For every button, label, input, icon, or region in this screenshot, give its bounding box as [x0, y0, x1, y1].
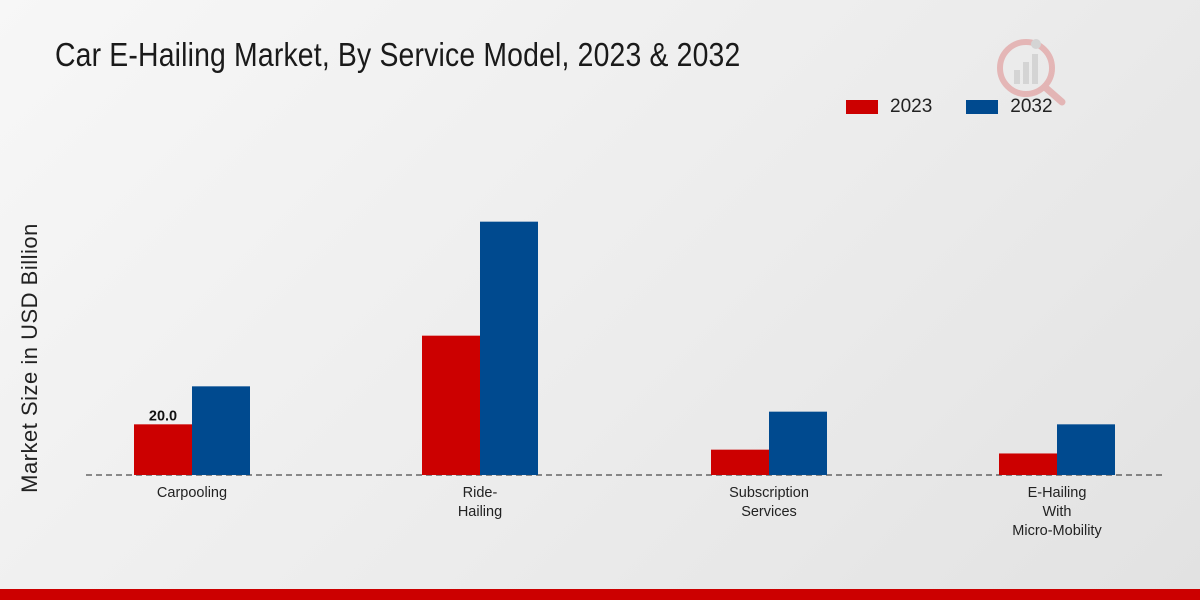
legend: 2023 2032	[846, 96, 1053, 118]
legend-item-2023: 2023	[846, 96, 932, 118]
bar-2023-3	[999, 453, 1057, 475]
legend-swatch-2032	[966, 100, 999, 114]
x-tick-label-1: Ride-Hailing	[458, 485, 502, 520]
x-tick-label-3: E-Hailing With Micro-Mobility	[1012, 485, 1102, 539]
data-labels-group: 20.0	[149, 408, 177, 424]
bar-2032-3	[1057, 424, 1115, 475]
x-tick-label-0: Carpooling	[157, 485, 227, 501]
legend-swatch-2023	[846, 100, 878, 114]
legend-item-2032: 2032	[966, 96, 1053, 118]
bar-2023-2	[711, 449, 769, 475]
x-tick-label-2: Subscription Services	[729, 485, 809, 520]
footer-bar	[0, 589, 1200, 600]
bar-2023-1	[422, 335, 480, 475]
bars-group	[134, 221, 1115, 475]
bar-2023-0	[134, 424, 192, 475]
legend-label-2032: 2032	[1010, 96, 1053, 117]
bar-2032-1	[480, 221, 538, 475]
bar-2032-0	[192, 386, 250, 475]
legend-label-2023: 2023	[890, 96, 933, 117]
tick-labels-group: Carpooling Ride-Hailing Subscription Servic…	[157, 485, 1103, 539]
bar-2032-2	[769, 411, 827, 475]
brand-logo-icon	[997, 39, 1066, 106]
chart-title: Car E-Hailing Market, By Service Model, …	[55, 36, 741, 73]
data-label-0: 20.0	[149, 408, 177, 424]
